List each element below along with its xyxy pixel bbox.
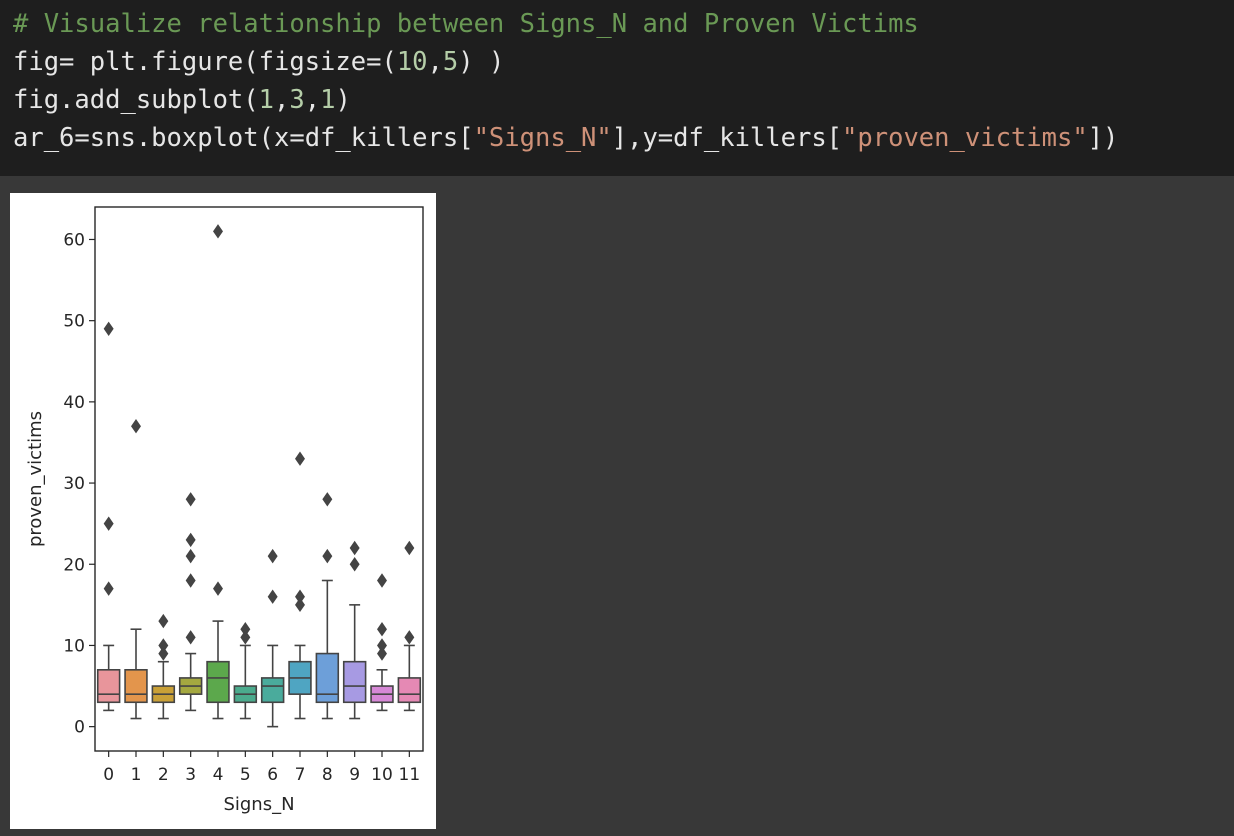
outlier-point [349, 540, 360, 556]
outlier-point [322, 548, 333, 564]
x-tick-label: 9 [349, 765, 360, 785]
outlier-point [404, 540, 415, 556]
code-token: ) [335, 85, 351, 115]
outlier-point [377, 638, 387, 653]
code-token: 10 [396, 47, 428, 77]
outlier-point [213, 581, 223, 596]
outlier-point [185, 532, 196, 548]
code-token: ]) [1087, 123, 1119, 153]
code-token: fig.add_subplot( [13, 85, 259, 115]
outlier-point [404, 630, 415, 645]
code-token: fig= plt.figure(figsize=( [13, 47, 397, 77]
x-tick-label: 3 [185, 765, 196, 785]
outlier-point [240, 622, 251, 637]
outlier-point [131, 419, 141, 434]
x-tick-label: 5 [240, 765, 251, 785]
outlier-point [349, 557, 360, 572]
code-line-1: # Visualize relationship between Signs_N… [13, 5, 919, 43]
x-tick-label: 6 [267, 765, 278, 785]
box-11 [397, 677, 422, 704]
outlier-point [213, 224, 223, 239]
box-1 [124, 669, 148, 704]
x-tick-label: 1 [131, 765, 142, 785]
outlier-point [185, 630, 196, 645]
outlier-point [322, 492, 333, 507]
y-tick-label: 10 [63, 636, 85, 656]
outlier-point [185, 548, 196, 564]
box-4 [206, 660, 230, 704]
code-token: # Visualize relationship between Signs_N… [13, 9, 919, 39]
y-tick-label: 60 [63, 230, 85, 250]
outlier-point [103, 516, 114, 531]
x-tick-label: 4 [213, 765, 224, 785]
code-token: "proven_victims" [842, 123, 1088, 153]
outlier-point [295, 589, 305, 604]
boxplot-figure: 0 10 20 30 40 50 60 0 1 2 3 4 5 6 7 8 9 10 11 Signs_N proven… [10, 193, 436, 829]
code-token: , [304, 85, 321, 115]
code-line-3: fig.add_subplot(1,3,1) [13, 81, 351, 119]
x-tick-label: 8 [322, 765, 333, 785]
code-token: ar_6=sns.boxplot(x=df_killers[ [13, 123, 474, 153]
box-6 [260, 677, 285, 704]
box-0 [96, 669, 121, 704]
x-tick-label: 2 [158, 765, 169, 785]
outlier-point [377, 646, 387, 661]
x-tick-label: 7 [295, 765, 306, 785]
outlier-point [103, 321, 114, 336]
outlier-point [267, 548, 278, 564]
code-token: , [274, 85, 290, 115]
code-cell[interactable]: # Visualize relationship between Signs_N… [0, 0, 1234, 176]
outlier-point [158, 646, 169, 661]
code-token: "Signs_N" [473, 123, 612, 153]
code-token: 1 [320, 85, 336, 115]
y-tick-label: 0 [74, 718, 85, 738]
code-token: ],y=df_killers[ [611, 123, 843, 153]
code-token: , [427, 47, 443, 77]
outlier-point [103, 581, 114, 596]
box-8 [315, 652, 340, 704]
outlier-point [295, 597, 305, 613]
y-tick-label: 30 [63, 474, 85, 494]
y-tick-label: 40 [63, 393, 85, 413]
outlier-point [185, 573, 196, 588]
outlier-point [377, 573, 387, 588]
outlier-point [267, 589, 278, 604]
x-tick-label: 11 [399, 765, 421, 785]
y-axis-label: proven_victims [25, 411, 46, 547]
code-token: 5 [442, 47, 459, 77]
code-line-4: ar_6=sns.boxplot(x=df_killers["Signs_N"]… [13, 119, 1118, 157]
code-token: ) ) [458, 47, 505, 77]
x-tick-label: 0 [103, 765, 114, 785]
plot-frame [94, 206, 424, 752]
y-tick-label: 50 [63, 312, 85, 332]
outlier-point [158, 613, 169, 629]
outlier-point [377, 622, 387, 637]
outlier-point [158, 638, 169, 653]
y-tick-label: 20 [63, 555, 85, 575]
x-tick-label: 10 [371, 765, 393, 785]
code-token: 1 [258, 85, 274, 115]
outlier-point [185, 492, 196, 507]
box-9 [342, 660, 367, 704]
x-axis-label: Signs_N [223, 794, 294, 815]
code-token: 3 [289, 85, 305, 115]
outlier-point [240, 630, 251, 645]
outlier-point [295, 451, 305, 466]
code-line-2: fig= plt.figure(figsize=(10,5) ) [13, 43, 504, 81]
